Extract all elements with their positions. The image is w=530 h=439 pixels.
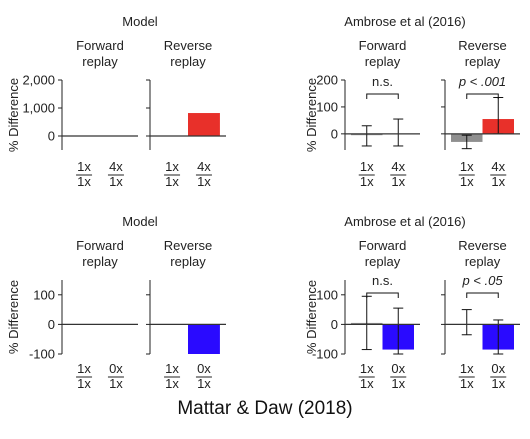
- y-axis-label: % Difference: [304, 280, 319, 354]
- y-tick-label: 200: [316, 73, 338, 88]
- significance-bracket: [366, 292, 399, 298]
- figure-caption: Mattar & Daw (2018): [177, 398, 353, 419]
- x-label-numerator: 4x: [109, 159, 123, 174]
- x-label-numerator: 1x: [460, 361, 474, 376]
- bar-0x: [188, 324, 220, 354]
- panel-title-line: Forward: [76, 38, 124, 53]
- panel-title-line: replay: [465, 254, 501, 269]
- panel-title-line: replay: [365, 254, 401, 269]
- significance-label: p < .001: [458, 74, 506, 89]
- panel-title-line: replay: [170, 254, 206, 269]
- y-tick-label: 2,000: [22, 73, 55, 88]
- x-label-denominator: 1x: [460, 174, 474, 189]
- x-label-denominator: 1x: [165, 174, 179, 189]
- y-axis-label: % Difference: [6, 280, 21, 354]
- x-label-numerator: 1x: [165, 159, 179, 174]
- y-tick-label: 100: [33, 287, 55, 302]
- x-label-numerator: 0x: [491, 361, 505, 376]
- x-label-numerator: 1x: [77, 361, 91, 376]
- panel-title-line: Reverse: [164, 38, 212, 53]
- y-tick-label: 1,000: [22, 101, 55, 116]
- chart-group-2: Ambrose et al (2016)% DifferenceForwardr…: [304, 14, 520, 189]
- y-axis-label: % Difference: [6, 78, 21, 152]
- significance-label: n.s.: [372, 273, 393, 288]
- x-label-numerator: 1x: [77, 159, 91, 174]
- x-label-numerator: 1x: [460, 159, 474, 174]
- x-label-denominator: 1x: [360, 376, 374, 391]
- group-title: Model: [122, 214, 158, 229]
- significance-bracket: [466, 292, 499, 298]
- x-label-denominator: 1x: [460, 376, 474, 391]
- x-label-numerator: 1x: [360, 159, 374, 174]
- figure: Model% DifferenceForwardreplay01,0002,00…: [6, 14, 520, 391]
- x-label-numerator: 0x: [109, 361, 123, 376]
- x-label-numerator: 1x: [165, 361, 179, 376]
- y-tick-label: 100: [316, 287, 338, 302]
- x-label-numerator: 4x: [197, 159, 211, 174]
- x-label-denominator: 1x: [391, 376, 405, 391]
- y-axis-label: % Difference: [304, 78, 319, 152]
- significance-bracket: [366, 93, 399, 99]
- panel-title-line: Reverse: [458, 38, 506, 53]
- y-tick-label: 0: [331, 317, 338, 332]
- x-label-numerator: 0x: [391, 361, 405, 376]
- panel-title-line: Reverse: [458, 238, 506, 253]
- y-tick-label: -100: [29, 347, 55, 362]
- y-tick-label: 100: [316, 99, 338, 114]
- x-label-numerator: 4x: [491, 159, 505, 174]
- chart-group-4: Ambrose et al (2016)% DifferenceForwardr…: [304, 214, 520, 391]
- panel-title-line: Forward: [76, 238, 124, 253]
- x-label-denominator: 1x: [197, 376, 211, 391]
- x-label-numerator: 1x: [360, 361, 374, 376]
- panel-title-line: Reverse: [164, 238, 212, 253]
- chart-group-3: Model% DifferenceForwardreplay-10001001x…: [6, 214, 226, 391]
- x-label-denominator: 1x: [391, 174, 405, 189]
- x-label-denominator: 1x: [77, 376, 91, 391]
- x-label-numerator: 4x: [391, 159, 405, 174]
- panel-title-line: replay: [170, 54, 206, 69]
- x-label-denominator: 1x: [165, 376, 179, 391]
- group-title: Model: [122, 14, 158, 29]
- x-label-denominator: 1x: [197, 174, 211, 189]
- y-tick-label: -100: [312, 347, 338, 362]
- x-label-denominator: 1x: [491, 174, 505, 189]
- group-title: Ambrose et al (2016): [344, 214, 465, 229]
- panel-title-line: Forward: [359, 38, 407, 53]
- significance-bracket: [466, 93, 499, 99]
- panel-title-line: replay: [365, 54, 401, 69]
- x-label-denominator: 1x: [109, 376, 123, 391]
- panel-title-line: replay: [82, 54, 118, 69]
- y-tick-label: 0: [48, 129, 55, 144]
- panel-title-line: replay: [82, 254, 118, 269]
- y-tick-label: 0: [331, 126, 338, 141]
- x-label-denominator: 1x: [109, 174, 123, 189]
- x-label-numerator: 0x: [197, 361, 211, 376]
- group-title: Ambrose et al (2016): [344, 14, 465, 29]
- panel-title-line: Forward: [359, 238, 407, 253]
- panel-title-line: replay: [465, 54, 501, 69]
- x-label-denominator: 1x: [360, 174, 374, 189]
- x-label-denominator: 1x: [491, 376, 505, 391]
- chart-group-1: Model% DifferenceForwardreplay01,0002,00…: [6, 14, 226, 189]
- bar-4x: [188, 113, 220, 136]
- significance-label: n.s.: [372, 74, 393, 89]
- y-tick-label: 0: [48, 317, 55, 332]
- significance-label: p < .05: [461, 273, 503, 288]
- x-label-denominator: 1x: [77, 174, 91, 189]
